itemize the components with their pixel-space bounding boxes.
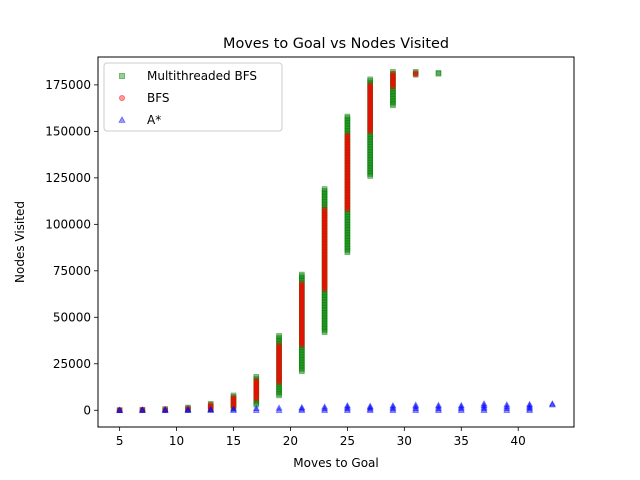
data-point (367, 82, 373, 88)
y-tick-label: 125000 (45, 171, 91, 185)
legend-marker-astar (118, 116, 126, 123)
data-point (321, 406, 329, 413)
data-point (503, 402, 511, 410)
axes-frame (97, 56, 575, 428)
data-point (252, 406, 260, 413)
data-point (321, 186, 328, 192)
data-point (230, 392, 237, 399)
data-point (526, 400, 534, 407)
data-point (276, 333, 282, 339)
data-point (161, 406, 169, 413)
data-point (548, 400, 556, 407)
data-point (457, 401, 465, 409)
legend-label-multithreaded-bfs: Multithreaded BFS (147, 69, 257, 83)
data-point (230, 396, 237, 402)
axis-ticks: 5 10 15 20 25 30 35 40 0 25000 50000 75000 100000 125… (45, 78, 526, 448)
x-tick-label: 25 (340, 434, 355, 448)
x-tick-label: 40 (511, 434, 526, 448)
data-point (435, 401, 442, 408)
legend-label-bfs: BFS (147, 91, 170, 105)
data-point (412, 71, 419, 78)
y-tick-label: 75000 (53, 264, 91, 278)
legend-markers (118, 73, 126, 123)
data-point (299, 282, 305, 289)
legend: Multithreaded BFS BFS A* (103, 62, 283, 132)
data-point (298, 403, 306, 411)
data-point (230, 394, 237, 401)
data-point (344, 133, 351, 140)
data-point (503, 401, 511, 408)
data-point (435, 403, 442, 410)
series-bfs (116, 70, 419, 414)
data-point (207, 405, 215, 412)
data-point (503, 406, 511, 413)
data-point (138, 406, 146, 413)
data-point (412, 403, 420, 410)
x-tick-label: 5 (116, 434, 124, 448)
legend-label-astar: A* (147, 113, 161, 127)
data-point (389, 401, 397, 409)
data-point (503, 404, 511, 412)
data-point (321, 206, 328, 213)
plot-area (116, 69, 556, 414)
x-tick-label: 20 (283, 434, 298, 448)
data-point (230, 405, 237, 412)
y-tick-label: 150000 (45, 124, 91, 138)
y-tick-label: 100000 (45, 217, 91, 231)
chart-title: Moves to Goal vs Nodes Visited (223, 36, 449, 52)
y-tick-label: 25000 (53, 357, 91, 371)
x-tick-label: 15 (226, 434, 241, 448)
data-point (435, 70, 442, 76)
series-astar (116, 400, 556, 413)
data-point (344, 113, 351, 120)
x-tick-label: 10 (169, 434, 184, 448)
y-tick-label: 175000 (45, 78, 91, 92)
data-point (412, 70, 419, 76)
data-point (435, 406, 442, 413)
data-point (367, 83, 373, 90)
data-point (299, 271, 305, 278)
x-axis-label: Moves to Goal (293, 456, 378, 470)
data-point (276, 342, 282, 348)
data-point (412, 401, 420, 408)
x-tick-label: 30 (397, 434, 412, 448)
data-point (184, 405, 192, 413)
data-point (321, 404, 329, 412)
data-point (253, 379, 260, 385)
y-axis-label: Nodes Visited (13, 201, 27, 283)
data-point (275, 404, 283, 411)
data-point (116, 406, 124, 413)
data-point (435, 404, 442, 412)
x-tick-label: 35 (454, 434, 469, 448)
data-point (299, 281, 305, 287)
data-point (343, 401, 351, 409)
data-point (321, 403, 329, 410)
data-point (367, 76, 373, 83)
data-point (412, 404, 420, 412)
legend-box (103, 62, 283, 132)
data-point (321, 208, 328, 214)
data-point (253, 373, 260, 380)
data-point (390, 70, 396, 77)
data-point (276, 344, 282, 350)
legend-marker-bfs (119, 95, 126, 102)
y-tick-label: 50000 (53, 310, 91, 324)
y-tick-label: 0 (83, 403, 91, 417)
data-point (366, 402, 374, 409)
data-point (390, 72, 396, 79)
data-point (480, 400, 488, 407)
data-point (412, 406, 420, 413)
data-point (253, 377, 260, 384)
data-point (344, 132, 351, 138)
legend-marker-multithreaded-bfs (119, 73, 126, 80)
data-point (252, 404, 260, 412)
